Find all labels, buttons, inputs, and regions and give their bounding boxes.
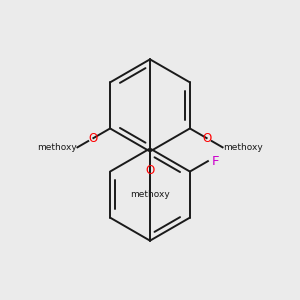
Text: methoxy: methoxy <box>130 190 170 199</box>
Text: O: O <box>202 132 211 145</box>
Text: F: F <box>212 154 219 168</box>
Text: methoxy: methoxy <box>224 143 263 152</box>
Text: O: O <box>146 164 154 177</box>
Text: methoxy: methoxy <box>37 143 76 152</box>
Text: O: O <box>89 132 98 145</box>
